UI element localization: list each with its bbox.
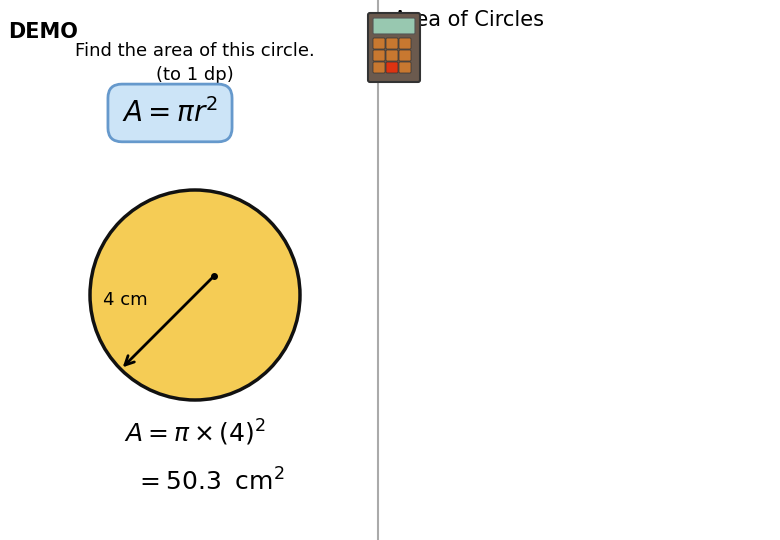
Text: $A = \pi r^2$: $A = \pi r^2$ [122,98,218,128]
FancyBboxPatch shape [373,18,415,34]
Text: DEMO: DEMO [8,22,78,42]
Text: 4 cm: 4 cm [103,291,147,309]
FancyBboxPatch shape [399,50,411,61]
Circle shape [90,190,300,400]
Text: Area of Circles: Area of Circles [393,10,544,30]
FancyBboxPatch shape [373,62,385,73]
Text: $= 50.3 \;\; \mathrm{cm}^2$: $= 50.3 \;\; \mathrm{cm}^2$ [135,468,285,495]
FancyBboxPatch shape [386,38,398,49]
FancyBboxPatch shape [399,38,411,49]
Text: $A  =  \pi \times (4)^2$: $A = \pi \times (4)^2$ [124,418,266,448]
Text: (to 1 dp): (to 1 dp) [156,66,234,84]
FancyBboxPatch shape [368,13,420,82]
FancyBboxPatch shape [399,62,411,73]
FancyBboxPatch shape [373,38,385,49]
FancyBboxPatch shape [386,62,398,73]
FancyBboxPatch shape [373,50,385,61]
FancyBboxPatch shape [386,50,398,61]
Text: Find the area of this circle.: Find the area of this circle. [75,42,315,60]
